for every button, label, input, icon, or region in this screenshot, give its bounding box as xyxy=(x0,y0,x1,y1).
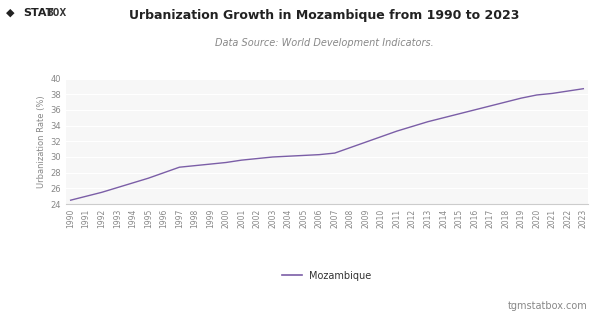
Text: Data Source: World Development Indicators.: Data Source: World Development Indicator… xyxy=(215,38,433,48)
Legend: Mozambique: Mozambique xyxy=(278,267,376,285)
Text: Urbanization Growth in Mozambique from 1990 to 2023: Urbanization Growth in Mozambique from 1… xyxy=(129,9,519,22)
Text: STAT: STAT xyxy=(23,8,53,18)
Text: ◆: ◆ xyxy=(6,8,14,18)
Text: tgmstatbox.com: tgmstatbox.com xyxy=(508,301,588,311)
Text: BOX: BOX xyxy=(47,8,67,18)
Y-axis label: Urbanization Rate (%): Urbanization Rate (%) xyxy=(37,95,46,187)
